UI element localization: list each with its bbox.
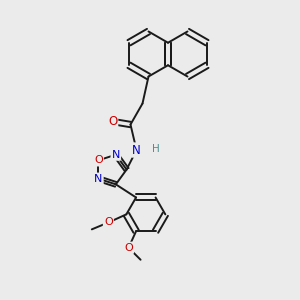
Text: O: O	[108, 115, 117, 128]
Text: N: N	[112, 150, 120, 160]
Text: N: N	[132, 143, 141, 157]
Text: H: H	[152, 143, 160, 154]
Text: O: O	[104, 217, 113, 227]
Text: N: N	[94, 174, 103, 184]
Text: O: O	[124, 243, 133, 253]
Text: O: O	[94, 155, 103, 165]
